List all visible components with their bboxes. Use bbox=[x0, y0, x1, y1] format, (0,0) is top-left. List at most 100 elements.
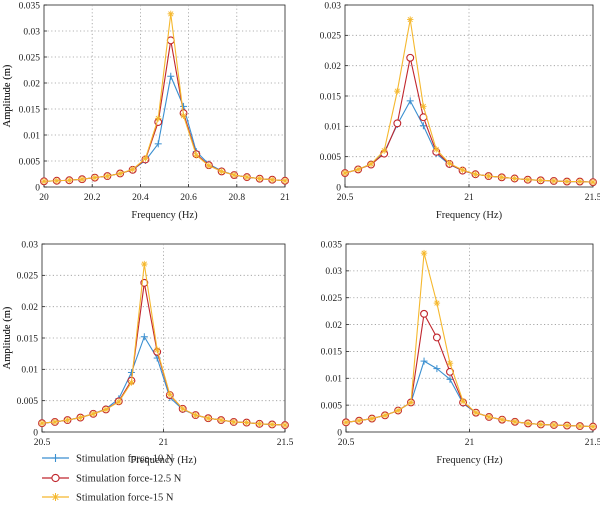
data-point-series-3 bbox=[563, 178, 571, 185]
data-point-series-3 bbox=[367, 160, 375, 168]
data-point-series-3 bbox=[116, 170, 124, 177]
chart-panel-4: 20.5 21 21.5 0 0.005 0.01 0.015 0.02 0.025 0.03 0.… bbox=[2, 240, 600, 466]
data-point-series-3 bbox=[218, 168, 225, 175]
y-tick-label: 0.03 bbox=[23, 27, 40, 37]
data-point-series-2 bbox=[406, 53, 415, 62]
data-point-series-3 bbox=[53, 177, 60, 184]
y-tick-label: 0.03 bbox=[21, 240, 38, 250]
y-tick-label: 0.015 bbox=[320, 92, 342, 102]
y-tick-label: 0.02 bbox=[23, 79, 40, 89]
y-tick-label: 0.005 bbox=[17, 397, 39, 407]
x-tick-label: 21.5 bbox=[585, 438, 600, 448]
y-tick-label: 0.035 bbox=[321, 240, 343, 250]
data-point-series-1 bbox=[127, 368, 135, 376]
y-tick-label: 0 bbox=[35, 183, 40, 193]
y-tick-label: 0.025 bbox=[320, 32, 342, 42]
data-point-series-3 bbox=[90, 410, 97, 418]
chart-panel-1: 20 20.2 20.4 20.6 20.8 21 0 0.005 0.01 0.015 0.02 0… bbox=[2, 1, 290, 221]
series-line-3 bbox=[345, 252, 594, 428]
x-tick-label: 20.6 bbox=[180, 193, 197, 203]
data-point-series-3 bbox=[433, 146, 440, 153]
data-point-series-1 bbox=[419, 122, 427, 130]
x-tick-label: 20 bbox=[39, 193, 49, 203]
y-axis-title: Amplitude (m) bbox=[2, 306, 13, 369]
y-tick-label: 0.005 bbox=[320, 153, 342, 163]
data-point-series-2 bbox=[432, 333, 441, 342]
legend-entry-10n: Stimulation force-10 N bbox=[42, 454, 174, 465]
y-tick-label: 0 bbox=[33, 428, 38, 438]
data-point-series-3 bbox=[563, 422, 571, 429]
data-point-series-3 bbox=[193, 152, 200, 159]
x-axis-title: Frequency (Hz) bbox=[436, 455, 503, 466]
data-point-series-3 bbox=[407, 399, 415, 406]
y-tick-label: 0.025 bbox=[17, 272, 39, 282]
x-tick-label: 20.5 bbox=[338, 438, 355, 448]
y-tick-label: 0.025 bbox=[321, 294, 343, 304]
data-point-series-3 bbox=[102, 406, 110, 413]
data-point-series-3 bbox=[446, 160, 453, 167]
x-tick-label: 20.5 bbox=[34, 438, 51, 448]
data-point-series-3 bbox=[179, 405, 186, 413]
y-tick-label: 0.03 bbox=[325, 267, 342, 277]
data-point-series-3 bbox=[180, 112, 187, 119]
series-line-3 bbox=[43, 13, 286, 182]
data-point-series-3 bbox=[153, 346, 161, 354]
data-point-series-3 bbox=[511, 418, 519, 425]
y-tick-label: 0.03 bbox=[324, 1, 341, 11]
data-point-series-3 bbox=[472, 171, 479, 178]
data-point-series-3 bbox=[459, 166, 466, 174]
data-point-series-3 bbox=[380, 147, 388, 154]
legend: Stimulation force-10 N Stimulation force… bbox=[42, 454, 182, 504]
legend-label-15n: Stimulation force-15 N bbox=[76, 493, 174, 504]
legend-marker-12-5n bbox=[51, 473, 60, 483]
data-point-series-3 bbox=[420, 103, 427, 110]
y-tick-label: 0.01 bbox=[23, 131, 40, 141]
series-line-3 bbox=[344, 19, 594, 183]
data-point-series-1 bbox=[420, 357, 428, 365]
data-point-series-3 bbox=[498, 174, 505, 181]
data-point-series-3 bbox=[141, 260, 148, 268]
data-point-series-3 bbox=[167, 10, 174, 18]
x-tick-label: 21 bbox=[280, 193, 290, 203]
y-tick-label: 0.01 bbox=[325, 375, 342, 385]
data-point-series-3 bbox=[192, 411, 199, 419]
data-point-series-3 bbox=[129, 166, 136, 173]
data-point-series-3 bbox=[589, 178, 597, 186]
data-point-series-3 bbox=[342, 419, 350, 426]
data-point-series-3 bbox=[485, 413, 493, 421]
data-point-series-3 bbox=[66, 177, 73, 184]
data-point-series-1 bbox=[154, 140, 162, 148]
chart-panel-2: 20.5 21 21.5 0 0.005 0.01 0.015 0.02 0.025 0.03 Fr… bbox=[2, 1, 600, 221]
data-point-series-3 bbox=[230, 171, 238, 179]
data-point-series-3 bbox=[407, 16, 414, 23]
x-tick-label: 20.2 bbox=[84, 193, 101, 203]
data-point-series-3 bbox=[64, 416, 71, 424]
data-point-series-3 bbox=[485, 172, 492, 180]
data-point-series-3 bbox=[576, 422, 584, 430]
data-point-series-3 bbox=[256, 175, 263, 182]
y-tick-label: 0.01 bbox=[324, 123, 341, 133]
x-tick-label: 20.8 bbox=[228, 193, 245, 203]
legend-entry-12-5n: Stimulation force-12.5 N bbox=[42, 474, 182, 485]
data-point-series-3 bbox=[230, 418, 237, 426]
data-point-series-1 bbox=[180, 102, 188, 110]
data-point-series-1 bbox=[140, 333, 148, 341]
data-point-series-3 bbox=[217, 416, 225, 424]
data-point-series-1 bbox=[433, 365, 441, 373]
data-point-series-3 bbox=[354, 166, 362, 173]
series-line-1 bbox=[43, 75, 286, 182]
data-point-series-1 bbox=[167, 72, 175, 80]
x-axis-title: Frequency (Hz) bbox=[130, 455, 197, 466]
x-tick-label: 20.4 bbox=[132, 193, 149, 203]
data-point-series-3 bbox=[155, 115, 162, 122]
legend-label-12-5n: Stimulation force-12.5 N bbox=[76, 474, 182, 485]
data-point-series-3 bbox=[433, 299, 441, 307]
data-point-series-3 bbox=[472, 409, 480, 416]
x-tick-label: 21.5 bbox=[585, 193, 600, 203]
y-tick-label: 0.035 bbox=[19, 1, 41, 11]
data-point-series-3 bbox=[243, 419, 250, 426]
data-point-series-3 bbox=[38, 420, 46, 427]
data-point-series-3 bbox=[446, 360, 454, 367]
data-point-series-3 bbox=[576, 178, 584, 185]
data-point-series-3 bbox=[256, 420, 263, 428]
